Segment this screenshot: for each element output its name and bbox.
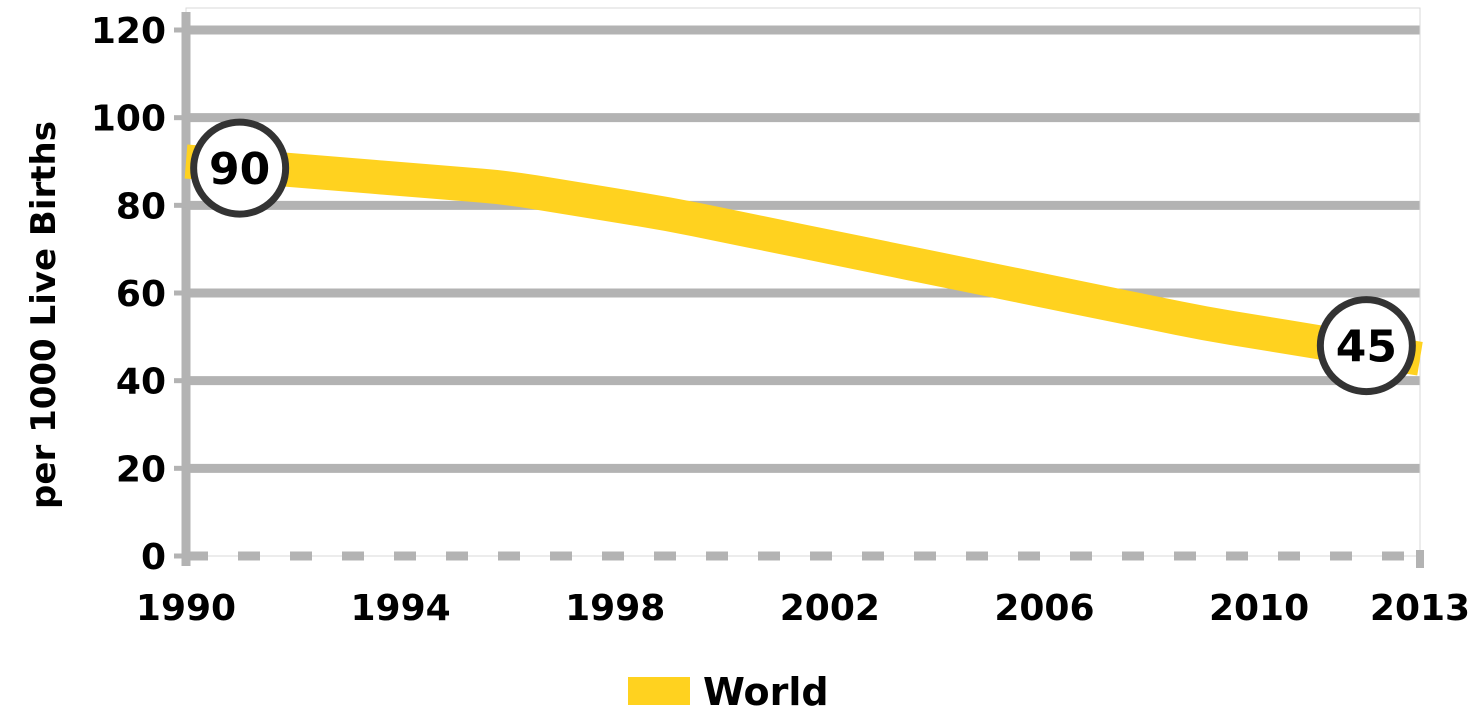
y-tick-label-80: 80 (116, 186, 166, 227)
x-tick-label-2010: 2010 (1209, 588, 1309, 629)
axes (174, 7, 1424, 568)
y-tick-label-60: 60 (116, 274, 166, 315)
annotation-badge-90: 90 (190, 118, 290, 218)
y-axis-label: per 1000 Live Births (24, 121, 64, 509)
annotations-layer: 90 45 (190, 118, 1416, 396)
legend-swatch-world (628, 677, 690, 705)
x-tick-label-1994: 1994 (351, 588, 451, 629)
annotation-badge-45: 45 (1316, 296, 1416, 396)
legend-label-world: World (703, 670, 829, 712)
x-axis-ticks: 1990 1994 1998 2002 2006 2010 2013 (136, 588, 1470, 629)
series-layer (184, 144, 1423, 376)
y-tick-label-0: 0 (141, 537, 166, 578)
y-tick-label-120: 120 (91, 11, 166, 52)
x-axis (186, 550, 1424, 568)
y-tick-label-20: 20 (116, 449, 166, 490)
grid-lines (186, 25, 1420, 473)
x-tick-label-2013: 2013 (1370, 588, 1470, 629)
series-line-world (184, 144, 1423, 376)
x-tick-label-2006: 2006 (994, 588, 1094, 629)
legend: World (628, 670, 829, 712)
y-tick-label-40: 40 (116, 362, 166, 403)
x-tick-label-2002: 2002 (780, 588, 880, 629)
x-tick-label-1998: 1998 (565, 588, 665, 629)
annotation-circle-45 (1316, 296, 1416, 396)
y-tick-label-100: 100 (91, 99, 166, 140)
plot-frame (185, 7, 1421, 557)
annotation-label-90: 90 (209, 144, 270, 195)
annotation-circle-90 (190, 118, 290, 218)
annotation-label-45: 45 (1336, 322, 1397, 373)
x-tick-label-1990: 1990 (136, 588, 236, 629)
y-axis-ticks: 0 20 40 60 80 100 120 (91, 11, 166, 578)
